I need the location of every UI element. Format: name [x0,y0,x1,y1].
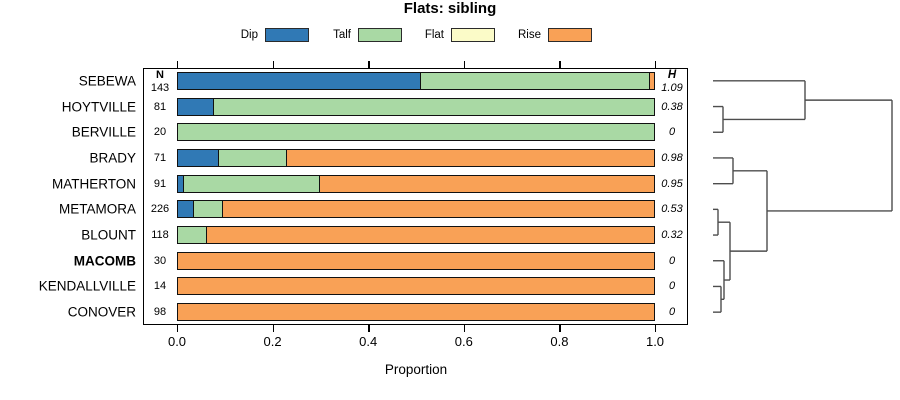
x-tick [463,325,466,332]
legend-label: Flat [424,29,444,41]
bar-segment-dip [178,201,193,218]
x-tick-label: 0.4 [359,334,378,349]
bar-segment-talf [218,149,286,166]
x-tick [177,325,179,332]
bar-segment-rise [649,72,654,89]
legend-item-dip: Dip [222,27,309,43]
h-value: 0.95 [661,177,683,190]
n-value: 98 [153,306,167,319]
bar-segment-talf [178,124,654,141]
legend-item-flat: Flat [408,27,495,43]
legend-item-rise: Rise [505,27,592,43]
n-value: 14 [153,280,167,293]
row-label: BRADY [89,150,136,166]
bar-segment-rise [285,149,654,166]
h-column-header: H [667,69,677,81]
h-value: 0.98 [661,151,683,164]
legend-swatch-rise [548,28,592,42]
x-tick-top [272,61,274,68]
h-value: 0 [668,126,676,139]
legend-label: Dip [240,29,258,41]
h-value: 0.38 [661,100,683,113]
bar [177,97,655,116]
legend-item-talf: Talf [315,27,402,43]
x-tick-label: 0.8 [550,334,569,349]
bar-segment-talf [213,98,654,115]
n-value: 20 [153,126,167,139]
bar-segment-dip [178,175,184,192]
n-value: 143 [150,82,170,95]
x-tick-label: 1.0 [645,334,665,349]
x-tick-top [655,61,657,68]
bar [177,277,655,296]
bar-segment-rise [222,201,654,218]
bar [177,303,655,322]
bar-segment-dip [178,72,420,89]
bar-segment-talf [192,201,223,218]
legend-label: Talf [333,29,351,41]
n-value: 81 [153,100,167,113]
n-column-header: N [156,69,164,81]
row-label: SEBEWA [78,73,136,89]
bar [177,200,655,219]
bar-segment-dip [178,98,214,115]
x-tick [655,325,657,332]
bar-segment-rise [319,175,654,192]
x-tick-top [368,61,370,68]
x-tick [272,325,274,332]
n-value: 91 [153,177,167,190]
legend-swatch-dip [265,28,309,42]
x-axis-title: Proportion [384,362,448,377]
row-label: BLOUNT [81,227,136,243]
plot-box [143,68,688,325]
row-label: METAMORA [59,201,136,217]
bar [177,174,655,193]
bar [177,148,655,167]
x-tick-label: 0.2 [263,334,282,349]
bar [177,251,655,270]
row-label: BERVILLE [71,124,136,140]
h-value: 0 [668,254,676,267]
h-value: 1.09 [661,82,683,95]
chart-title: Flats: sibling [403,0,497,17]
row-label: HOYTVILLE [61,99,136,115]
x-tick [559,325,561,332]
x-tick [368,325,370,332]
bar-segment-dip [178,149,219,166]
row-label: MACOMB [73,253,136,269]
bar [177,226,655,245]
bar [177,123,655,142]
x-tick-label: 0.0 [167,334,187,349]
bar-segment-talf [419,72,650,89]
row-label: KENDALLVILLE [38,278,136,294]
bar-segment-rise [178,252,654,269]
legend-swatch-flat [451,28,495,42]
bar-segment-rise [178,304,654,321]
bar-segment-rise [178,278,654,295]
legend-swatch-talf [358,28,402,42]
h-value: 0.53 [661,203,683,216]
bar-segment-talf [178,227,207,244]
h-value: 0.32 [661,229,683,242]
bar [177,71,655,90]
row-label: CONOVER [67,304,136,320]
row-label: MATHERTON [51,176,136,192]
x-tick-label: 0.6 [454,334,473,349]
legend-label: Rise [517,29,541,41]
h-value: 0 [668,306,676,319]
x-tick-top [463,61,466,68]
bar-segment-rise [206,227,654,244]
x-tick-top [559,61,561,68]
x-tick-top [177,61,179,68]
n-value: 226 [150,203,170,216]
bar-segment-talf [183,175,320,192]
n-value: 118 [151,229,169,242]
h-value: 0 [668,280,676,293]
n-value: 71 [153,151,167,164]
n-value: 30 [153,254,167,267]
